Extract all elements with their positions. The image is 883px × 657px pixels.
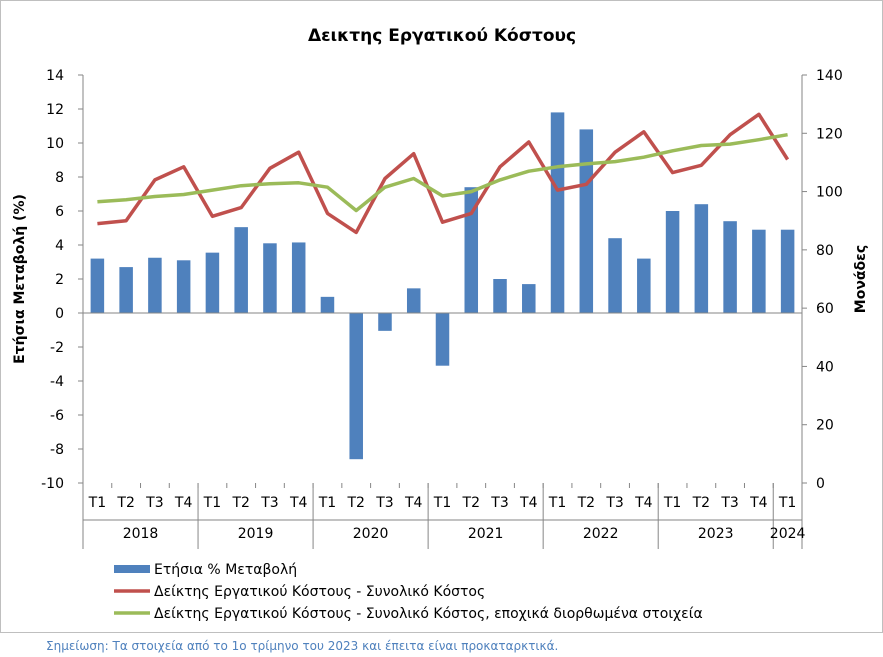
quarter-label: Τ4 [519,495,538,511]
labour-cost-chart: Δεικτης Εργατικού Κόστους Ετήσια Μεταβολ… [12,26,869,622]
y-left-tick-label: 4 [55,238,64,254]
bar [493,279,507,313]
quarter-label: Τ3 [145,495,163,511]
year-label: 2018 [123,526,159,542]
y-left-tick-label: -2 [50,340,64,356]
y-right-tick-label: 120 [816,126,843,142]
quarter-label: Τ4 [289,495,308,511]
bar [234,227,248,313]
y-right-tick-label: 60 [816,301,834,317]
bar [752,229,766,313]
bar [550,112,565,314]
y-right-tick-label: 20 [816,418,834,434]
bar [90,258,105,313]
chart-title: Δεικτης Εργατικού Κόστους [308,26,576,46]
y-left-tick-label: -6 [50,408,64,424]
bar [780,229,795,313]
quarter-label: Τ2 [346,495,364,511]
y-left-tick-label: 12 [46,102,64,118]
year-label: 2019 [238,526,274,542]
legend-label-total: Δείκτης Εργατικού Κόστους - Συνολικό Κόσ… [154,584,485,600]
legend-swatch-bars [114,565,150,573]
bar [522,284,536,313]
quarter-label: Τ1 [433,495,451,511]
quarter-label: Τ2 [692,495,710,511]
quarter-label: Τ1 [548,495,566,511]
quarter-label: Τ3 [260,495,278,511]
y-left-tick-label: -10 [41,476,64,492]
quarter-label: Τ4 [404,495,423,511]
footnote: Σημείωση: Τα στοιχεία από το 1ο τρίμηνο … [46,639,559,653]
y-axis-left-label: Ετήσια Μεταβολή (%) [12,194,28,364]
quarter-label: Τ1 [203,495,221,511]
quarter-label: Τ3 [605,495,623,511]
quarter-label: Τ1 [318,495,336,511]
year-label: 2020 [353,526,389,542]
y-right-tick-label: 100 [816,185,843,201]
bar [406,288,421,313]
y-left-tick-label: -8 [50,442,64,458]
year-label: 2021 [468,526,504,542]
quarter-label: Τ4 [749,495,768,511]
chart-frame: Δεικτης Εργατικού Κόστους Ετήσια Μεταβολ… [0,0,883,633]
seasonally-adjusted-line [97,132,788,213]
year-label: 2023 [698,526,734,542]
quarter-label: Τ2 [462,495,480,511]
bar [176,260,191,313]
y-left-tick-label: 6 [55,204,64,220]
bar [723,221,737,313]
bar [320,296,335,313]
quarter-label: Τ4 [174,495,193,511]
bar [119,267,133,313]
total-cost-line [97,112,790,235]
legend: Ετήσια % Μεταβολή Δείκτης Εργατικού Κόστο… [114,562,703,622]
bar [608,238,622,313]
y-axis-right-label: Μονάδες [853,245,869,313]
bar [665,211,680,313]
plot-area: -10-8-6-4-202468101214020406080100120140… [41,68,843,549]
year-label: 2022 [583,526,619,542]
y-left-tick-label: 0 [55,306,64,322]
y-left-tick-label: -4 [50,374,64,390]
bar [148,257,162,313]
quarter-label: Τ2 [577,495,595,511]
bar [349,313,363,460]
y-left-tick-label: 10 [46,136,64,152]
y-right-tick-label: 140 [816,68,843,84]
bar [378,313,392,331]
quarter-label: Τ3 [375,495,393,511]
bar [205,252,220,313]
quarter-label: Τ1 [778,495,796,511]
quarter-label: Τ3 [720,495,738,511]
bar [263,243,277,313]
y-right-tick-label: 0 [816,476,825,492]
legend-label-adjusted: Δείκτης Εργατικού Κόστους - Συνολικό Κόσ… [154,606,703,622]
bar [464,187,479,313]
y-left-tick-label: 2 [55,272,64,288]
y-right-tick-label: 80 [816,243,834,259]
quarter-label: Τ2 [231,495,249,511]
bar [291,242,306,313]
y-left-tick-label: 8 [55,170,64,186]
quarter-label: Τ3 [490,495,508,511]
bar [637,258,651,313]
bar [579,129,594,313]
quarter-label: Τ1 [663,495,681,511]
year-label: 2024 [770,526,806,542]
y-right-tick-label: 40 [816,359,834,375]
bar [694,204,709,313]
quarter-label: Τ1 [88,495,106,511]
quarter-label: Τ2 [116,495,134,511]
y-left-tick-label: 14 [46,68,64,84]
bar [435,313,450,366]
legend-label-bars: Ετήσια % Μεταβολή [154,562,297,578]
quarter-label: Τ4 [634,495,653,511]
